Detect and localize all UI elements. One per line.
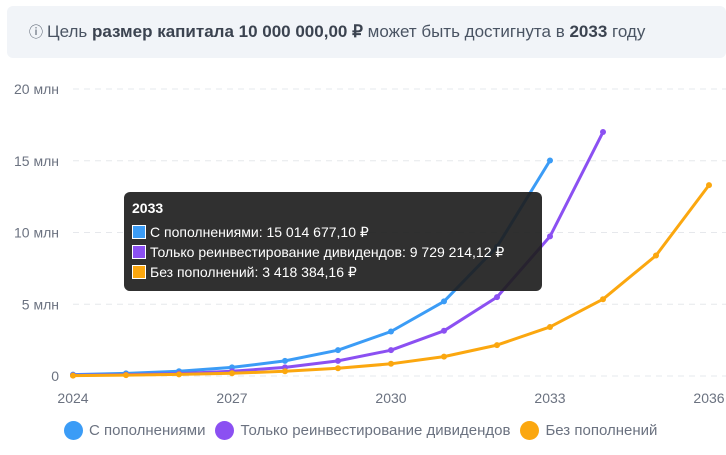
tooltip-swatch-purple bbox=[132, 245, 146, 259]
x-tick-label: 2036 bbox=[693, 390, 724, 406]
legend-label: Без пополнений bbox=[545, 422, 658, 439]
tooltip-title: 2033 bbox=[132, 200, 164, 216]
data-point bbox=[282, 357, 288, 364]
legend-label: С пополнениями bbox=[89, 422, 206, 439]
goal-banner: ⓘ Цель размер капитала 10 000 000,00 ₽ м… bbox=[7, 6, 726, 58]
tooltip-row-text: Только реинвестирование дивидендов: 9 72… bbox=[150, 243, 505, 260]
banner-goal-year: 2033 bbox=[569, 22, 608, 41]
data-point bbox=[388, 347, 394, 354]
info-icon: ⓘ bbox=[29, 25, 43, 41]
y-tick-label: 15 млн bbox=[14, 153, 59, 169]
data-point bbox=[229, 370, 235, 377]
legend-item-with-deposits[interactable]: С пополнениями bbox=[64, 421, 205, 440]
data-point bbox=[441, 353, 447, 360]
data-point bbox=[335, 357, 341, 364]
tooltip-row-text: Без пополнений: 3 418 384,16 ₽ bbox=[150, 263, 357, 280]
data-point bbox=[441, 298, 447, 305]
banner-text-3: году bbox=[612, 22, 646, 41]
data-point bbox=[335, 347, 341, 354]
data-point bbox=[494, 294, 500, 301]
banner-text-2: может быть достигнута в bbox=[367, 22, 565, 41]
tooltip-row-text: С пополнениями: 15 014 677,10 ₽ bbox=[150, 223, 369, 240]
data-point bbox=[123, 372, 129, 379]
x-tick-label: 2033 bbox=[534, 390, 565, 406]
data-point bbox=[176, 371, 182, 378]
data-point bbox=[441, 327, 447, 334]
data-point bbox=[600, 129, 606, 136]
capital-growth-chart: 0 5 млн 10 млн 15 млн 20 млн 2024 2027 2030 2033… bbox=[14, 81, 726, 406]
legend-label: Только реинвестирование дивидендов bbox=[240, 422, 511, 439]
data-point bbox=[494, 342, 500, 349]
chart-legend: С пополнениями Только реинвестирование д… bbox=[64, 421, 667, 440]
tooltip-row: С пополнениями: 15 014 677,10 ₽ bbox=[132, 222, 534, 242]
tooltip-swatch-blue bbox=[132, 225, 146, 239]
data-point bbox=[388, 328, 394, 335]
tooltip-row: Без пополнений: 3 418 384,16 ₽ bbox=[132, 262, 534, 282]
data-point bbox=[547, 323, 553, 330]
data-point bbox=[70, 372, 76, 379]
data-point bbox=[335, 365, 341, 372]
y-tick-label: 10 млн bbox=[14, 225, 59, 241]
data-point bbox=[600, 296, 606, 303]
banner-goal-amount: размер капитала 10 000 000,00 ₽ bbox=[91, 22, 363, 41]
legend-dot bbox=[520, 421, 540, 440]
y-tick-label: 5 млн bbox=[22, 296, 59, 312]
x-tick-label: 2024 bbox=[57, 390, 88, 406]
data-point bbox=[706, 182, 712, 189]
legend-dot bbox=[64, 421, 83, 440]
legend-dot bbox=[215, 421, 235, 440]
y-tick-label: 20 млн bbox=[14, 81, 59, 97]
chart-tooltip: 2033 С пополнениями: 15 014 677,10 ₽ Тол… bbox=[124, 192, 542, 291]
legend-item-reinvest-only[interactable]: Только реинвестирование дивидендов bbox=[215, 421, 510, 440]
data-point bbox=[653, 252, 659, 259]
x-tick-label: 2030 bbox=[375, 390, 406, 406]
legend-item-no-deposits[interactable]: Без пополнений bbox=[520, 421, 657, 440]
banner-text-1: Цель bbox=[47, 22, 88, 41]
data-point bbox=[547, 233, 553, 240]
data-point bbox=[547, 157, 553, 164]
x-tick-label: 2027 bbox=[216, 390, 247, 406]
data-point bbox=[282, 368, 288, 375]
tooltip-swatch-orange bbox=[132, 265, 146, 279]
data-point bbox=[388, 360, 394, 367]
y-tick-label: 0 bbox=[51, 368, 59, 384]
tooltip-row: Только реинвестирование дивидендов: 9 72… bbox=[132, 242, 534, 262]
